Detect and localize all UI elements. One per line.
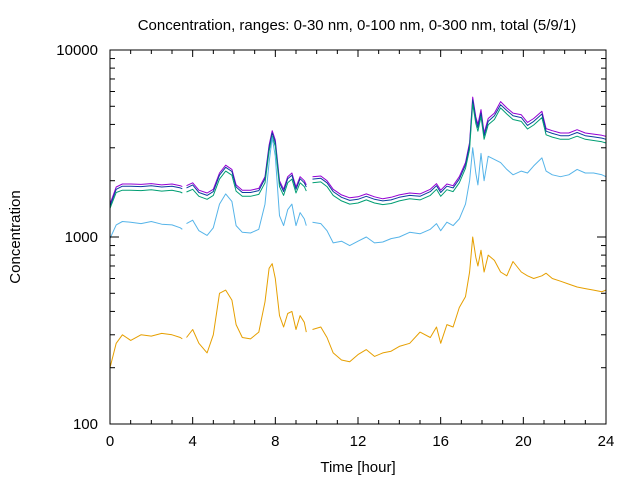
series-5-line: [186, 263, 307, 354]
x-tick-label: 20: [515, 433, 532, 450]
series-3-line: [186, 135, 307, 200]
x-axis-label: Time [hour]: [320, 459, 395, 476]
x-tick-label: 8: [271, 433, 279, 450]
series-layer: [109, 96, 607, 368]
series-5-line: [312, 236, 607, 363]
series-2-line: [186, 132, 307, 196]
x-tick-label: 4: [188, 433, 196, 450]
x-tick-label: 0: [106, 433, 114, 450]
series-2-line: [109, 185, 183, 207]
series-2-line: [312, 99, 607, 202]
series-4-line: [312, 147, 607, 247]
y-tick-label: 10000: [56, 42, 98, 59]
series-1-line: [186, 130, 307, 194]
series-5-line: [109, 332, 183, 368]
y-tick-label: 100: [73, 416, 98, 433]
series-1-line: [312, 96, 607, 200]
x-tick-label: 24: [598, 433, 615, 450]
series-3-line: [109, 189, 183, 209]
x-tick-label: 16: [432, 433, 449, 450]
series-4-line: [109, 221, 183, 239]
series-3-line: [312, 103, 607, 206]
series-1-line: [109, 183, 183, 205]
series-4-line: [186, 137, 307, 236]
y-tick-label: 1000: [65, 229, 98, 246]
plot-frame: [109, 49, 607, 425]
y-axis-label: Concentration: [7, 190, 24, 283]
y-axis: 100 1000 10000: [56, 42, 606, 433]
chart-title: Concentration, ranges: 0-30 nm, 0-100 nm…: [138, 17, 577, 34]
x-axis: 0 4 8 12 16 20 24: [106, 50, 615, 450]
x-tick-label: 12: [350, 433, 367, 450]
